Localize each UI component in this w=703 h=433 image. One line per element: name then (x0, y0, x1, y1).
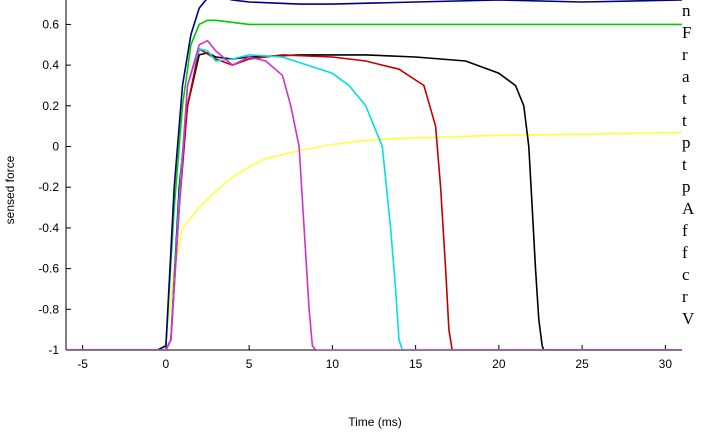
side-text-fragment: V (682, 309, 695, 328)
y-tick-label: -0.2 (38, 180, 59, 194)
side-text-fragment: A (682, 199, 695, 218)
y-tick-label: 0.6 (42, 17, 59, 31)
side-text-fragment: t (682, 155, 687, 174)
x-tick-label: 25 (575, 357, 589, 371)
side-text-fragment: F (682, 23, 692, 42)
x-tick-label: 30 (659, 357, 673, 371)
y-axis-label: sensed force (3, 155, 17, 224)
side-text-fragment: a (682, 67, 690, 86)
series-line-5 (66, 48, 682, 350)
side-text-fragment: r (682, 287, 688, 306)
x-tick-label: 5 (246, 357, 253, 371)
x-tick-label: 10 (326, 357, 340, 371)
side-text-fragment: c (682, 265, 690, 284)
side-text-fragment: t (682, 89, 687, 108)
side-text-fragment: f (682, 243, 688, 262)
side-text-fragment: t (682, 111, 687, 130)
y-tick-label: 0 (52, 140, 59, 154)
y-tick-label: -0.6 (38, 262, 59, 276)
y-tick-label: -0.8 (38, 302, 59, 316)
side-text-fragment: r (682, 45, 688, 64)
series-line-6 (66, 48, 682, 350)
series-line-4 (66, 52, 682, 350)
series-line-1 (66, 131, 682, 350)
y-tick-label: -0.4 (38, 221, 59, 235)
x-axis-label: Time (ms) (348, 415, 402, 429)
side-text-fragment: f (682, 221, 688, 240)
y-tick-label: -1 (48, 343, 59, 357)
x-tick-label: 20 (492, 357, 506, 371)
x-tick-label: 15 (409, 357, 423, 371)
side-text-fragment: p (682, 177, 691, 196)
y-tick-label: 0.4 (42, 58, 59, 72)
x-tick-label: -5 (77, 357, 88, 371)
x-tick-label: 0 (163, 357, 170, 371)
series-line-3 (66, 0, 682, 350)
side-text-fragment: p (682, 133, 691, 152)
y-tick-label: 0.2 (42, 99, 59, 113)
side-text-fragment: n (682, 1, 691, 20)
series-line-2 (66, 19, 682, 350)
force-time-chart: -5 0 5 10 15 20 25 30 -1 -0.8 -0.6 -0.4 -0.2 0 0.2 0.4 0… (3, 0, 682, 429)
series-line-7 (66, 39, 682, 350)
